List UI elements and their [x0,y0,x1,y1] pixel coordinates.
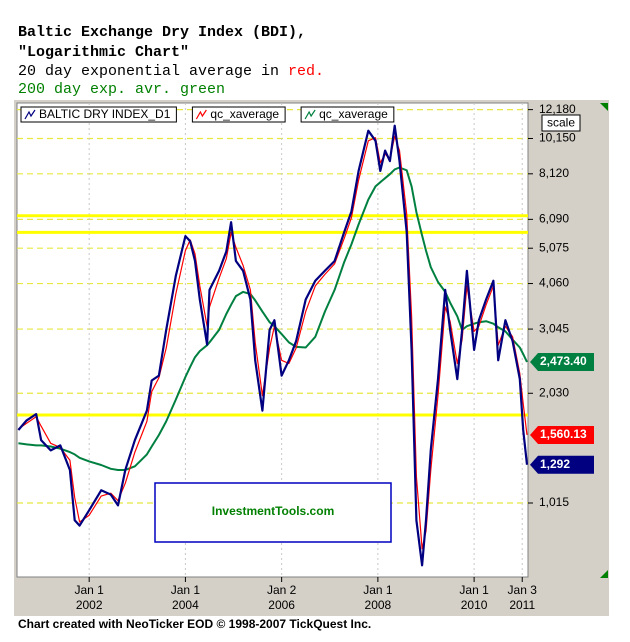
legend-swatch [304,109,316,120]
legend-label: qc_xaverage [210,107,279,121]
legend-swatch [195,109,207,120]
x-tick-label: Jan 1 2010 [459,583,489,612]
watermark: InvestmentTools.com [154,482,392,543]
legend-item: qc_xaverage [300,106,395,123]
y-tick-label: 6,090 [539,212,569,226]
end-label: 1,560.13 [540,427,587,441]
scale-box[interactable] [541,114,581,132]
end-label-box [530,352,594,371]
chart-title: Baltic Exchange Dry Index (BDI), [18,24,306,41]
end-label: 2,473.40 [540,354,587,368]
footer: Chart created with NeoTicker EOD © 1998-… [18,617,371,631]
legend-swatch [24,109,36,120]
series-line [18,166,528,471]
note-part: red. [288,63,324,80]
y-tick-label: 8,120 [539,166,569,180]
x-tick-label: Jan 3 2011 [508,583,538,612]
series-line [17,124,529,567]
y-tick-label: 10,150 [539,131,576,145]
x-tick-label: Jan 1 2004 [171,583,201,612]
x-tick-label: Jan 1 2008 [363,583,393,612]
y-tick-label: 2,030 [539,385,569,399]
note-part: 20 day exponential average in [18,63,288,80]
end-label-box [530,455,594,474]
y-tick-label: 3,045 [539,321,569,335]
legend-label: qc_xaverage [319,107,388,121]
plot: 1,015 2,030 3,045 4,060 5,075 6,090 8,120 10,15… [17,102,594,612]
legend-box [191,106,286,123]
end-label: 1,292 [540,457,570,471]
note-red: 20 day exponential average in red. [18,63,324,80]
x-tick-label: Jan 2 2006 [267,583,297,612]
chart-subtitle: "Logarithmic Chart" [18,44,189,61]
legend-item: qc_xaverage [191,106,286,123]
corner-arrow [600,570,608,578]
legend-item: BALTIC DRY INDEX_D1 [20,106,177,123]
y-tick-label: 12,180 [539,102,576,116]
scale-label[interactable]: scale [547,116,575,130]
legend-label: BALTIC DRY INDEX_D1 [39,107,171,121]
legend-box [20,106,177,123]
watermark-box [154,482,392,543]
end-label-box [530,425,594,444]
x-tick-label: Jan 1 2002 [74,583,104,612]
watermark-text: InvestmentTools.com [212,504,334,518]
y-tick-label: 4,060 [539,276,569,290]
y-tick-label: 5,075 [539,240,569,254]
note-green: 200 day exp. avr. green [18,81,225,98]
legend-box [300,106,395,123]
y-tick-label: 1,015 [539,495,569,509]
corner-arrow [600,103,608,111]
